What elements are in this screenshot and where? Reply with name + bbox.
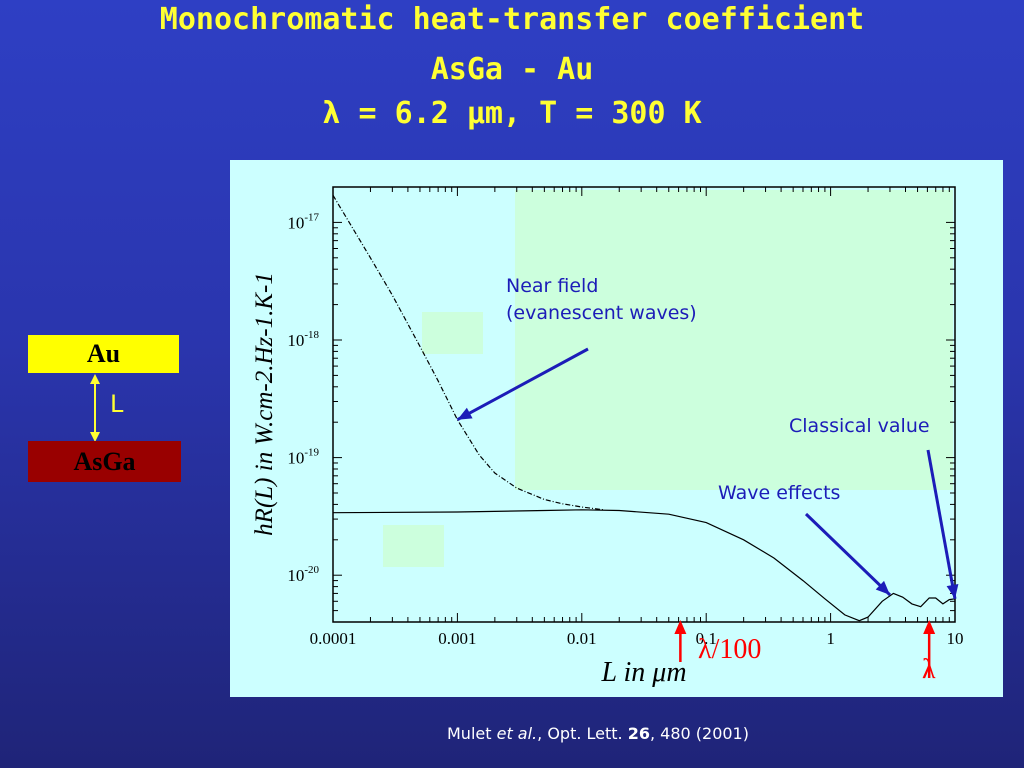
plot-frame	[332, 186, 956, 623]
asga-layer: AsGa	[28, 441, 181, 482]
slide-subtitle-materials: AsGa - Au	[430, 52, 594, 87]
annotation-near-field-text: (evanescent waves)	[506, 302, 697, 324]
y-tick-exponent: -17	[304, 211, 319, 223]
citation-rest: , 480 (2001)	[649, 724, 749, 743]
y-axis-label: hR(L) in W.cm-2.Hz-1.K-1	[251, 272, 278, 536]
slide-title: Monochromatic heat-transfer coefficient	[159, 2, 865, 37]
up-arrow-icon	[674, 620, 687, 634]
plot-panel: 0.0001 0.001 0.01 0.1 1 10 10-20 10-19 10-18 10-1…	[230, 160, 1003, 697]
au-layer: Au	[28, 335, 179, 373]
x-tick-label: 0.0001	[310, 629, 357, 648]
y-tick-label: 10-18	[287, 329, 319, 350]
citation-authors: Mulet	[447, 724, 497, 743]
wavelength-marker-label: λ	[922, 654, 936, 685]
total-curve	[332, 509, 956, 622]
x-tick-label: 10	[947, 629, 964, 648]
x-tick-label: 0.1	[696, 629, 717, 648]
arrowhead-icon	[875, 580, 890, 595]
heat-transfer-chart: 0.0001 0.001 0.01 0.1 1 10 10-20 10-19 10-18 10-1…	[251, 186, 964, 688]
annotation-classical-arrow	[926, 449, 957, 600]
y-tick-exponent: -19	[304, 447, 319, 459]
gap-double-arrow-icon	[90, 374, 100, 442]
x-tick-label: 0.001	[438, 629, 476, 648]
citation-etal: et al.	[496, 724, 538, 743]
y-tick-exponent: -18	[304, 329, 319, 341]
near-field-curve	[332, 194, 604, 511]
annotation-near-field-text: Near field	[506, 275, 598, 297]
highlight-region	[515, 190, 953, 490]
citation: Mulet et al., Opt. Lett. 26, 480 (2001)	[447, 724, 749, 743]
gap-label: L	[110, 390, 124, 418]
y-tick-label: 10-19	[287, 447, 319, 468]
x-axis-label: L in μm	[600, 657, 686, 688]
y-tick-label: 10-17	[287, 211, 319, 232]
x-tick-label: 1	[826, 629, 835, 648]
annotation-wave-text: Wave effects	[718, 482, 840, 504]
slide-subtitle-conditions: λ = 6.2 μm, T = 300 K	[322, 96, 702, 131]
citation-volume: 26	[627, 724, 650, 743]
annotation-near-field-arrow	[456, 347, 589, 422]
arrowhead-icon	[457, 407, 473, 420]
highlight-box	[422, 312, 483, 354]
annotation-classical-text: Classical value	[789, 415, 930, 437]
y-tick-exponent: -20	[304, 564, 319, 576]
up-arrow-icon	[923, 620, 936, 634]
arrowhead-icon	[946, 583, 959, 599]
annotation-wave-arrow	[804, 512, 891, 596]
x-tick-label: 0.01	[567, 629, 597, 648]
highlight-box	[383, 525, 444, 567]
wavelength-marker-label: λ/100	[698, 634, 761, 665]
y-tick-label: 10-20	[287, 564, 319, 585]
citation-journal: , Opt. Lett.	[537, 724, 628, 743]
